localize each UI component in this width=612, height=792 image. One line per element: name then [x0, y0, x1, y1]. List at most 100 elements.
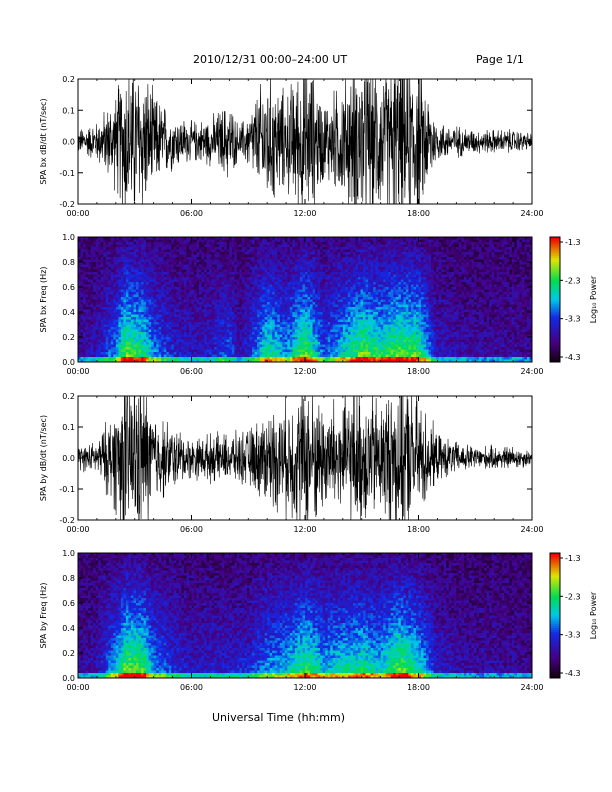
spectrogram-cell	[231, 249, 235, 253]
spectrogram-cell	[292, 297, 296, 300]
spectrogram-cell	[289, 244, 293, 248]
spectrogram-cell	[259, 349, 263, 353]
spectrogram-cell	[226, 294, 230, 298]
spectrogram-cell	[188, 314, 192, 318]
spectrogram-cell	[123, 237, 127, 240]
spectrogram-cell	[246, 249, 250, 253]
spectrogram-cell	[118, 264, 122, 268]
spectrogram-cell	[120, 317, 124, 320]
spectrogram-cell	[146, 322, 150, 325]
spectrogram-cell	[249, 272, 253, 275]
spectrogram-cell	[264, 272, 268, 275]
spectrogram-cell	[246, 312, 250, 315]
spectrogram-cell	[315, 304, 319, 308]
spectrogram-cell	[83, 274, 86, 278]
spectrogram-cell	[143, 354, 147, 358]
spectrogram-cell	[219, 249, 223, 253]
spectrogram-cell	[254, 302, 258, 305]
spectrogram-cell	[297, 287, 301, 290]
spectrogram-cell	[83, 334, 86, 338]
spectrogram-cell	[146, 302, 150, 305]
spectrogram-cell	[78, 342, 81, 345]
spectrogram-cell	[151, 309, 155, 313]
spectrogram-cell	[277, 299, 281, 303]
spectrogram-cell	[133, 294, 137, 298]
spectrogram-cell	[249, 254, 253, 258]
spectrogram-cell	[158, 324, 162, 328]
spectrogram-cell	[305, 339, 308, 343]
spectrogram-cell	[108, 294, 112, 298]
spectrogram-cell	[279, 337, 283, 340]
spectrogram-cell	[171, 299, 175, 303]
spectrogram-cell	[254, 312, 258, 315]
spectrogram-cell	[151, 359, 155, 363]
spectrogram-cell	[148, 304, 152, 308]
spectrogram-cell	[219, 242, 223, 245]
spectrogram-cell	[83, 357, 86, 360]
spectrogram-cell	[322, 284, 326, 288]
spectrogram-cell	[214, 347, 218, 350]
spectrogram-cell	[211, 312, 215, 315]
spectrogram-cell	[118, 292, 122, 295]
spectrogram-cell	[221, 252, 225, 255]
spectrogram-cell	[307, 269, 311, 273]
spectrogram-cell	[113, 272, 117, 275]
spectrogram-cell	[267, 247, 271, 250]
spectrogram-cell	[125, 314, 129, 318]
spectrogram-cell	[153, 269, 157, 273]
spectrogram-cell	[194, 284, 197, 288]
spectrogram-cell	[289, 267, 293, 270]
spectrogram-cell	[284, 264, 288, 268]
spectrogram-cell	[269, 307, 273, 310]
spectrogram-cell	[186, 252, 190, 255]
spectrogram-cell	[267, 242, 271, 245]
spectrogram-cell	[234, 307, 238, 310]
spectrogram-cell	[118, 297, 122, 300]
spectrogram-cell	[136, 347, 139, 350]
spectrogram-cell	[95, 302, 99, 305]
spectrogram-cell	[244, 309, 248, 313]
spectrogram-cell	[90, 267, 94, 270]
spectrogram-cell	[98, 304, 102, 308]
spectrogram-cell	[83, 244, 86, 248]
spectrogram-cell	[214, 239, 218, 243]
spectrogram-cell	[221, 249, 225, 253]
spectrogram-cell	[93, 332, 97, 335]
spectrogram-cell	[201, 282, 205, 285]
spectrogram-cell	[103, 277, 107, 280]
spectrogram-cell	[299, 332, 303, 335]
spectrogram-cell	[209, 244, 213, 248]
spectrogram-cell	[176, 239, 180, 243]
spectrogram-cell	[196, 352, 200, 355]
spectrogram-cell	[297, 334, 301, 338]
spectrogram-cell	[282, 307, 286, 310]
spectrogram-cell	[226, 324, 230, 328]
spectrogram-cell	[130, 239, 134, 243]
spectrogram-cell	[171, 269, 175, 273]
spectrogram-cell	[156, 272, 160, 275]
spectrogram-cell	[98, 252, 102, 255]
spectrogram-cell	[221, 274, 225, 278]
spectrogram-cell	[310, 314, 313, 318]
spectrogram-cell	[103, 259, 107, 263]
spectrogram-cell	[138, 332, 142, 335]
spectrogram-cell	[125, 339, 129, 343]
spectrogram-cell	[252, 327, 255, 330]
spectrogram-cell	[234, 257, 238, 260]
spectrogram-cell	[80, 314, 84, 318]
spectrogram-cell	[257, 244, 260, 248]
spectrogram-cell	[78, 244, 81, 248]
spectrogram-cell	[279, 257, 283, 260]
spectrogram-cell	[216, 244, 220, 248]
spectrogram-cell	[110, 299, 114, 303]
spectrogram-cell	[234, 304, 238, 308]
spectrogram-cell	[171, 274, 175, 278]
spectrogram-cell	[186, 304, 190, 308]
spectrogram-cell	[257, 254, 260, 258]
spectrogram-cell	[98, 299, 102, 303]
spectrogram-cell	[178, 342, 182, 345]
spectrogram-cell	[282, 272, 286, 275]
spectrogram-cell	[105, 354, 109, 358]
spectrogram-cell	[244, 264, 248, 268]
spectrogram-cell	[272, 319, 276, 323]
